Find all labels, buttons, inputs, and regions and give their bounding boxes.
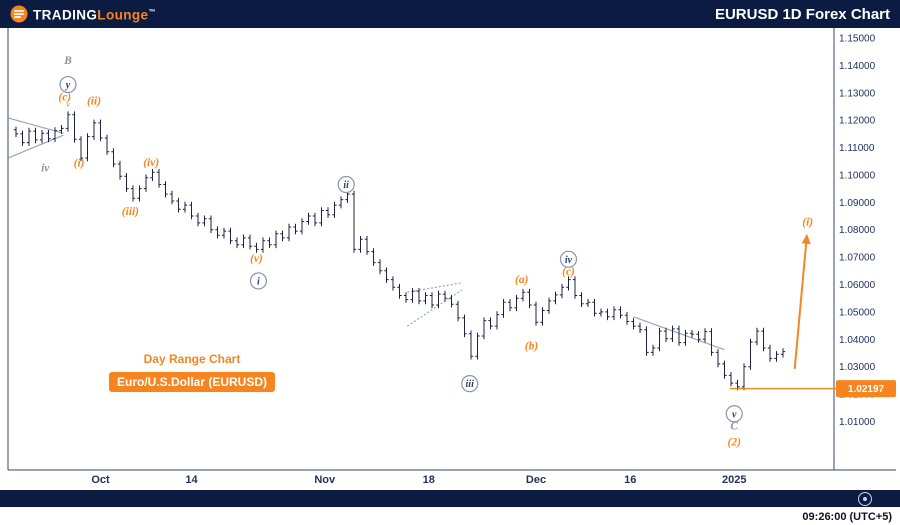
svg-text:1.09000: 1.09000	[839, 198, 876, 209]
svg-text:Dec: Dec	[526, 474, 546, 486]
svg-text:1.03000: 1.03000	[839, 362, 876, 373]
svg-text:1.05000: 1.05000	[839, 307, 876, 318]
svg-text:1.15000: 1.15000	[839, 34, 876, 45]
wave-label: (i)	[802, 217, 813, 229]
wave-label: (iv)	[143, 157, 159, 169]
brand-lounge: Lounge	[97, 7, 149, 23]
wave-label-circle	[337, 175, 355, 194]
svg-text:16: 16	[624, 474, 636, 486]
wave-label: C	[730, 421, 738, 433]
wave-label: iv	[565, 255, 573, 266]
y-axis: 1.15000 1.14000 1.13000 1.12000 1.11000 1.100…	[839, 34, 876, 428]
wave-label: (ii)	[87, 95, 101, 107]
trendlines	[7, 117, 725, 351]
ohlc-bars	[13, 111, 786, 391]
wave-label: (c)	[58, 91, 71, 103]
svg-text:1.01000: 1.01000	[839, 417, 876, 428]
wave-label: v	[66, 100, 70, 109]
brand-name: TRADINGLounge™	[33, 0, 155, 29]
svg-text:1.08000: 1.08000	[839, 225, 876, 236]
wave-label: (2)	[728, 437, 742, 449]
svg-text:Oct: Oct	[91, 474, 110, 486]
wave-label-circle	[461, 375, 479, 393]
wave-label: iv	[41, 163, 50, 175]
wave-label: (b)	[525, 341, 539, 353]
svg-text:1.06000: 1.06000	[839, 280, 876, 291]
svg-text:1.10000: 1.10000	[839, 170, 876, 181]
target-dot	[863, 497, 867, 501]
svg-text:18: 18	[423, 474, 435, 486]
wave-label: (iii)	[122, 206, 139, 218]
footer-bar	[0, 490, 900, 507]
header-bar: TRADINGLounge™ EURUSD 1D Forex Chart	[0, 0, 900, 28]
page-title: EURUSD 1D Forex Chart	[714, 5, 890, 23]
wave-label-circle	[559, 250, 578, 268]
svg-text:1.04000: 1.04000	[839, 335, 876, 346]
svg-text:1.14000: 1.14000	[839, 61, 876, 72]
price-chart[interactable]: 1.15000 1.14000 1.13000 1.12000 1.11000 1.100…	[0, 28, 900, 490]
wave-label-circle	[249, 272, 268, 290]
wave-label: i	[257, 276, 260, 287]
target-icon[interactable]	[858, 492, 872, 506]
wave-label: ii	[343, 180, 349, 191]
current-price-badge	[836, 380, 896, 398]
chart-area[interactable]: 1.15000 1.14000 1.13000 1.12000 1.11000 1.100…	[0, 28, 900, 490]
svg-text:1.12000: 1.12000	[839, 116, 876, 127]
trademark-symbol: ™	[148, 8, 156, 16]
tradinglounge-logo-icon	[10, 5, 28, 23]
wave-label: (i)	[74, 158, 85, 170]
svg-text:1.13000: 1.13000	[839, 88, 876, 99]
brand-trading: TRADING	[33, 7, 98, 23]
svg-text:1.11000: 1.11000	[839, 143, 875, 154]
wave-labels: By(c)viv (i)(ii)(iii)(iv)(v)iiiiii(a)(b)i…	[41, 55, 813, 449]
svg-text:2025: 2025	[722, 474, 746, 486]
timestamp: 09:26:00 (UTC+5)	[802, 511, 892, 523]
svg-text:Nov: Nov	[314, 474, 336, 486]
wave-label: B	[63, 55, 72, 67]
current-price-value: 1.02197	[848, 384, 885, 395]
projection-arrow	[793, 233, 811, 369]
brand: TRADINGLounge™	[10, 0, 155, 29]
plot-frame	[7, 28, 896, 471]
svg-text:14: 14	[185, 474, 198, 486]
wave-label: y	[65, 80, 71, 91]
wave-label: (c)	[562, 266, 575, 278]
svg-text:1.07000: 1.07000	[839, 253, 876, 264]
wave-label: v	[732, 409, 737, 420]
wave-label: (a)	[515, 274, 529, 286]
wave-label-circle	[59, 75, 77, 94]
x-axis: Oct 14 Nov 18 Dec 16 2025	[91, 474, 746, 486]
wave-label: (v)	[250, 253, 263, 265]
wave-label: iii	[466, 379, 475, 390]
wave-label-circle	[725, 405, 743, 423]
timestamp-row: 09:26:00 (UTC+5)	[0, 507, 900, 523]
